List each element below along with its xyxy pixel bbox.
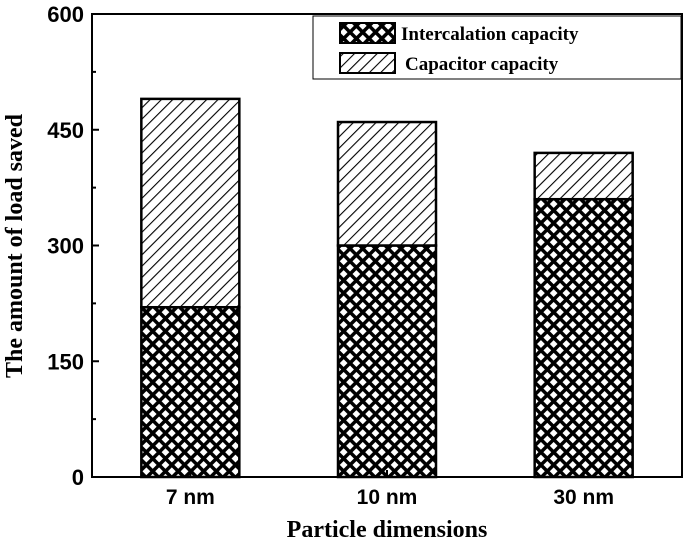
bar-capacitor: [336, 120, 438, 247]
bar-capacitor: [533, 151, 634, 201]
x-tick-label: 7 nm: [166, 486, 215, 509]
bars: [140, 97, 634, 479]
legend-swatch-intercalation: [339, 22, 396, 44]
y-tick-label: 0: [72, 465, 84, 490]
y-tick-label: 450: [47, 118, 84, 143]
y-tick-label: 300: [47, 234, 84, 259]
x-axis-label: Particle dimensions: [287, 517, 488, 543]
bar-intercalation: [336, 244, 438, 479]
bar-capacitor: [140, 97, 241, 309]
legend: Intercalation capacity Capacitor capacit…: [312, 15, 682, 80]
bar-intercalation: [533, 197, 634, 479]
legend-swatch-capacitor: [339, 52, 396, 74]
bar-intercalation: [140, 305, 241, 479]
y-tick-label: 600: [47, 2, 84, 27]
x-tick-label: 30 nm: [553, 486, 614, 509]
legend-label-capacitor: Capacitor capacity: [405, 54, 559, 75]
y-tick-label: 150: [47, 349, 84, 374]
x-axis: 7 nm 10 nm 30 nm: [166, 470, 614, 509]
y-axis-label: The amount of load saved: [2, 113, 28, 378]
x-tick-label: 10 nm: [357, 486, 418, 509]
y-axis: 0 150 300 450 600: [47, 2, 99, 490]
legend-label-intercalation: Intercalation capacity: [401, 24, 579, 45]
